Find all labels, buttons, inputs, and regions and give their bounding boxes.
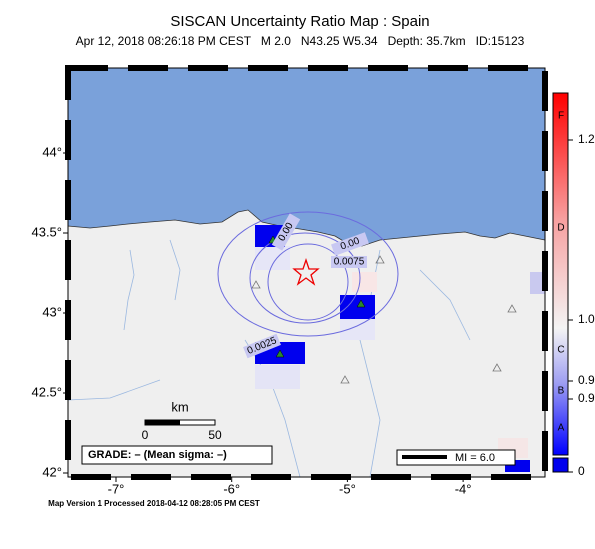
lat-label: 42° <box>42 464 62 479</box>
grade-box <box>81 445 273 465</box>
colorbar-label: 0 <box>578 464 585 478</box>
grade-letter: B <box>558 386 565 397</box>
colorbar-label: 0.9 <box>578 391 595 405</box>
scale-unit: km <box>171 399 188 414</box>
title: SISCAN Uncertainty Ratio Map : Spain <box>170 13 429 30</box>
frame-line <box>67 67 546 478</box>
grade-letter: D <box>557 223 564 234</box>
scale-label: 50 <box>208 428 222 442</box>
scale-label: 0 <box>142 428 149 442</box>
contour-label-bg <box>331 256 367 268</box>
mi-box <box>396 449 516 466</box>
grade-letter: A <box>558 423 565 434</box>
colorbar-label: 0.9 <box>578 373 595 387</box>
grade-letter: C <box>557 345 564 356</box>
contour-label-bg <box>331 232 369 256</box>
footer: Map Version 1 Processed 2018-04-12 08:28… <box>48 499 260 508</box>
lon-label: -5° <box>339 481 356 496</box>
mi-legend: MI = 6.0 <box>455 452 495 464</box>
contours <box>217 211 399 337</box>
epicenter <box>292 257 320 286</box>
colorbar-label: 1.2 <box>578 132 595 146</box>
colorbar-zero <box>552 457 569 473</box>
grade-letter: F <box>558 111 564 122</box>
ocean <box>67 67 546 247</box>
lon-label: -6° <box>223 481 240 496</box>
uncertainty-cells <box>255 225 545 472</box>
contour-label: 0.0075 <box>334 257 365 268</box>
contour-label-bg <box>271 213 301 251</box>
contour-label-bg <box>243 333 281 359</box>
colorbar <box>552 92 569 456</box>
lat-label: 43.5° <box>31 224 62 239</box>
stations-open <box>251 255 517 384</box>
lat-label: 43° <box>42 304 62 319</box>
colorbar-label: 1.0 <box>578 312 595 326</box>
scale-bar-fill <box>145 420 180 425</box>
lon-label: -7° <box>108 481 125 496</box>
lat-label: 42.5° <box>31 384 62 399</box>
subtitle: Apr 12, 2018 08:26:18 PM CEST M 2.0 N43.… <box>76 34 525 48</box>
lat-label: 44° <box>42 144 62 159</box>
lon-label: -4° <box>455 481 472 496</box>
grade-legend: GRADE: – (Mean sigma: –) <box>88 449 227 461</box>
